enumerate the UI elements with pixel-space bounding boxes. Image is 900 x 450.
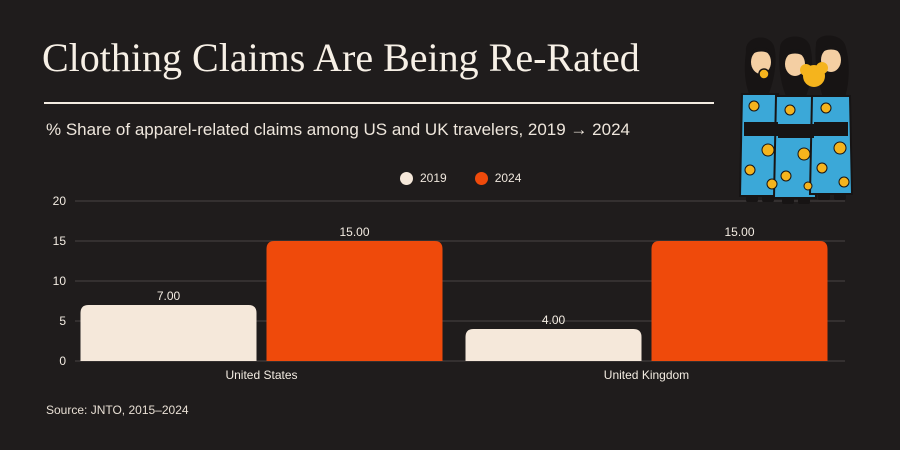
x-tick-label: United Kingdom: [604, 368, 689, 382]
source-note: Source: JNTO, 2015–2024: [46, 403, 189, 417]
legend-item-2024: 2024: [474, 171, 522, 185]
legend-item-2019: 2019: [400, 171, 447, 185]
legend: 2019 2024: [400, 171, 521, 185]
chart-title: Clothing Claims Are Being Re-Rated: [42, 35, 640, 80]
bars: [80, 241, 828, 361]
bar-value-label: 4.00: [542, 313, 566, 327]
legend-swatch-2024: [474, 171, 488, 185]
y-tick-label: 15: [53, 234, 67, 248]
legend-label-2019: 2019: [420, 171, 447, 185]
bar-2024-united-states: [266, 241, 443, 361]
legend-swatch-2019: [400, 171, 413, 185]
bar-value-labels: 7.00 15.00 4.00 15.00: [157, 225, 755, 327]
x-axis-ticks: United States United Kingdom: [225, 368, 689, 382]
x-tick-label: United States: [225, 368, 297, 382]
title-divider: [44, 102, 714, 104]
bar-2019-united-kingdom: [465, 329, 642, 361]
y-tick-label: 0: [59, 354, 66, 368]
bar-2019-united-states: [80, 305, 257, 361]
bar-value-label: 15.00: [724, 225, 754, 239]
y-tick-label: 10: [53, 274, 67, 288]
legend-label-2024: 2024: [494, 171, 522, 185]
chart-subtitle: % Share of apparel-related claims among …: [46, 120, 630, 139]
bar-value-label: 7.00: [157, 289, 181, 303]
y-axis-ticks: 0 5 10 15 20: [53, 194, 67, 368]
bar-value-label: 15.00: [339, 225, 369, 239]
y-tick-label: 20: [53, 194, 67, 208]
bar-2024-united-kingdom: [651, 241, 828, 361]
y-tick-label: 5: [59, 314, 66, 328]
three-women-in-kimono-illustration: [738, 35, 854, 204]
